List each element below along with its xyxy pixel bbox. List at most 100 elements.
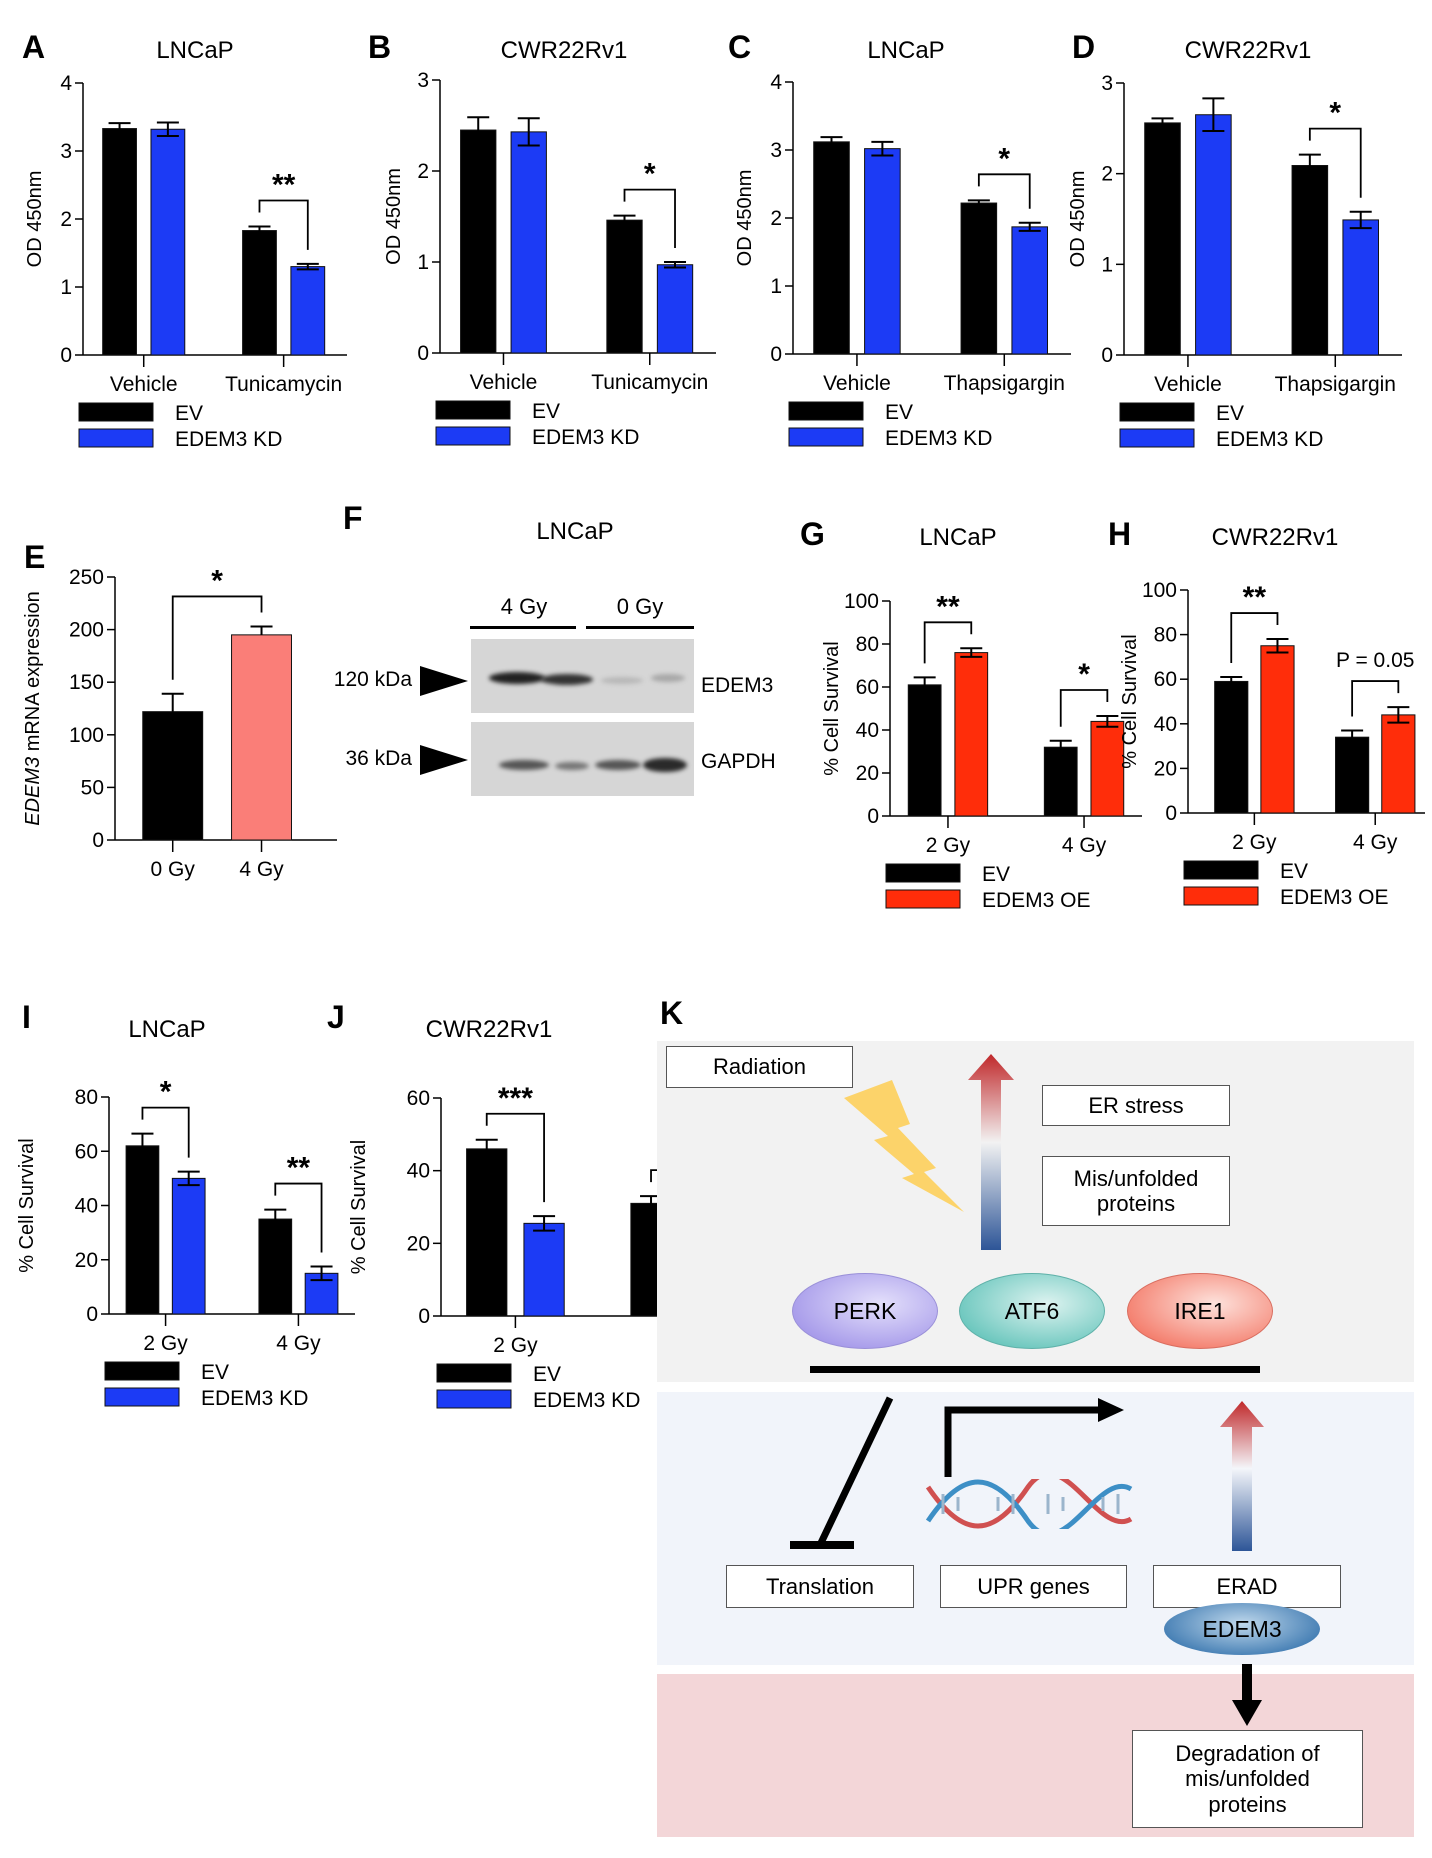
protein-label-gapdh: GAPDH	[701, 750, 776, 773]
legend-swatch	[885, 863, 961, 883]
legend-swatch	[436, 1363, 512, 1383]
y-tick-label: 3	[1101, 72, 1113, 95]
bar	[150, 128, 186, 356]
y-tick-label: 4	[770, 71, 782, 94]
blot-edem3	[471, 639, 694, 713]
y-axis-label: OD 450nm	[383, 168, 405, 265]
y-tick-label: 80	[856, 633, 879, 656]
y-axis-label: % Cell Survival	[16, 1138, 38, 1272]
y-axis-label-text: % Cell Survival	[1119, 634, 1141, 768]
translation-box: Translation	[726, 1565, 914, 1608]
y-tick-label: 200	[69, 619, 104, 642]
y-axis-label: % Cell Survival	[348, 1140, 370, 1274]
significance-label: *	[211, 564, 223, 597]
significance-bracket	[1308, 127, 1362, 198]
bar	[606, 219, 643, 354]
y-axis-label: OD 450nm	[1067, 171, 1089, 268]
y-tick-label: 20	[407, 1232, 430, 1255]
significance-bracket	[977, 173, 1031, 209]
sensor-ire1: IRE1	[1127, 1273, 1273, 1349]
y-axis-label-text: mRNA expression	[22, 591, 44, 751]
legend-label: EDEM3 KD	[532, 426, 639, 449]
protein-label-edem3: EDEM3	[701, 674, 774, 697]
bar	[231, 634, 292, 841]
chart-panel-d: D CWR22Rv1 0 1 2 3 OD 450nm Vehicle Thapsigargin…	[1067, 29, 1402, 451]
legend-swatch	[435, 426, 511, 446]
y-tick-label: 50	[81, 776, 104, 799]
significance-bracket	[623, 188, 676, 248]
gradient-up-arrow-icon	[1220, 1401, 1264, 1551]
panel-letter: G	[800, 516, 825, 552]
bar	[1291, 165, 1329, 356]
sensor-atf6: ATF6	[959, 1273, 1105, 1349]
erad-box: ERAD	[1153, 1565, 1341, 1608]
y-tick-label: 20	[75, 1249, 98, 1272]
down-arrow-icon	[1232, 1664, 1262, 1726]
significance-label: **	[287, 1152, 311, 1185]
legend-label: EDEM3 KD	[1216, 428, 1323, 451]
panel-letter: B	[368, 29, 391, 65]
bar	[258, 1218, 293, 1315]
bar	[1260, 645, 1295, 814]
y-tick-label: 3	[770, 139, 782, 162]
y-tick-label: 40	[75, 1195, 98, 1218]
legend-label: EDEM3 OE	[1280, 886, 1389, 909]
x-tick-label: Vehicle	[110, 373, 178, 396]
legend-swatch	[788, 401, 864, 421]
significance-bracket	[923, 621, 973, 664]
legend-label: EV	[175, 402, 203, 425]
y-tick-label: 100	[844, 590, 879, 613]
chart-title: LNCaP	[919, 524, 996, 551]
y-axis-label: OD 450nm	[24, 171, 46, 268]
y-tick-label: 60	[75, 1140, 98, 1163]
bar	[1335, 736, 1370, 814]
significance-bracket	[1230, 612, 1279, 663]
panel-letter: A	[22, 29, 45, 65]
legend-label: EV	[1216, 402, 1244, 425]
x-tick-label: 4 Gy	[1062, 834, 1107, 857]
arrowhead-icon	[420, 745, 468, 775]
chart-panel-g: G LNCaP 0 20 40 60 80 100 % Cell Survival 2 Gy 4 G…	[800, 516, 1142, 912]
y-axis-label-text: % Cell Survival	[348, 1140, 370, 1274]
significance-label: *	[1078, 658, 1090, 691]
y-tick-label: 3	[60, 140, 72, 163]
y-tick-label: 1	[1101, 253, 1113, 276]
y-tick-label: 0	[867, 805, 879, 828]
legend-label: EDEM3 OE	[982, 889, 1091, 912]
lane-group-line	[470, 626, 576, 629]
bar	[656, 264, 694, 354]
y-tick-label: 1	[60, 276, 72, 299]
bar	[242, 230, 277, 356]
marker-size-120: 120 kDa	[333, 668, 412, 691]
x-tick-label: 2 Gy	[143, 1332, 188, 1355]
legend-swatch	[885, 889, 961, 909]
bar	[102, 128, 137, 356]
panel-letter-f: F	[343, 500, 363, 536]
y-tick-label: 0	[770, 343, 782, 366]
bar	[813, 141, 850, 355]
x-tick-label: 2 Gy	[926, 834, 971, 857]
lightning-icon	[844, 1080, 964, 1212]
significance-bracket	[141, 1106, 190, 1158]
lane-group-line	[586, 626, 694, 629]
y-axis-label: % Cell Survival	[821, 641, 843, 775]
promoter-arrow-icon	[944, 1406, 1100, 1477]
x-tick-label: 2 Gy	[1232, 831, 1277, 854]
significance-label: ***	[498, 1082, 533, 1115]
legend-label: EV	[1280, 860, 1308, 883]
panel-letter: H	[1108, 516, 1131, 552]
bar	[864, 148, 901, 355]
bar	[1090, 720, 1125, 817]
y-tick-label: 20	[1154, 757, 1177, 780]
bar	[907, 684, 942, 817]
degradation-box: Degradation of mis/unfolded proteins	[1132, 1730, 1363, 1828]
chart-panel-c: C LNCaP 0 1 2 3 4 OD 450nm Vehicle Thapsigargin * E…	[728, 29, 1071, 450]
lane-group-0gy: 0 Gy	[616, 594, 664, 619]
y-tick-label: 2	[770, 207, 782, 230]
panel-letter: E	[24, 539, 45, 575]
legend-swatch	[435, 400, 511, 420]
bar	[1342, 219, 1380, 356]
x-tick-label: Tunicamycin	[225, 373, 342, 396]
